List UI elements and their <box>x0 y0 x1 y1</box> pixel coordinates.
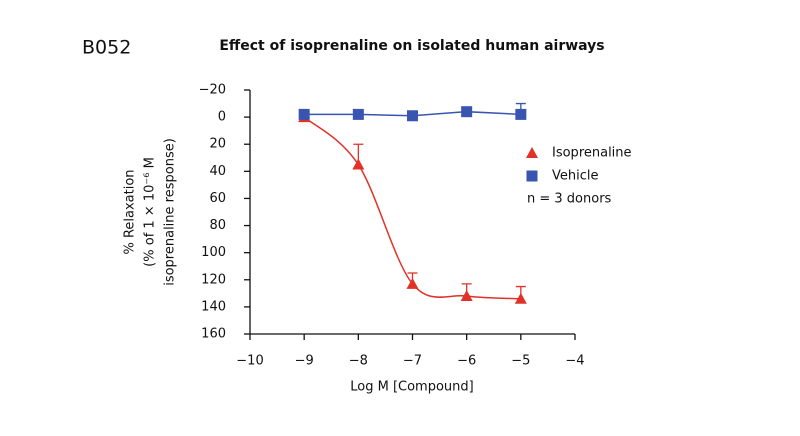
square-marker <box>515 108 527 120</box>
square-marker <box>407 110 418 122</box>
legend-marker <box>526 170 538 182</box>
legend-label: Vehicle <box>552 169 599 184</box>
x-axis-label: Log M [Compound] <box>350 380 473 395</box>
y-label-line: (% of 1 × 10⁻⁶ M <box>143 157 158 267</box>
x-tick-label: −6 <box>457 354 476 369</box>
y-tick-label: 0 <box>218 110 226 125</box>
y-label-line: isoprenaline response) <box>163 138 178 286</box>
x-tick-label: −4 <box>565 354 584 369</box>
y-tick-label: 100 <box>201 245 226 260</box>
y-tick-label: 80 <box>209 218 226 233</box>
triangle-marker <box>460 290 473 302</box>
series-line <box>303 116 521 300</box>
x-tick-label: −7 <box>403 354 422 369</box>
y-tick-label: −20 <box>199 83 226 98</box>
legend-marker <box>526 147 538 158</box>
panel-label: B052 <box>82 37 131 59</box>
x-tick-label: −5 <box>511 354 530 369</box>
square-marker <box>461 106 473 118</box>
square-marker <box>298 108 310 120</box>
y-tick-label: 160 <box>201 327 226 342</box>
triangle-marker <box>406 277 419 289</box>
x-tick-label: −10 <box>236 354 263 369</box>
y-tick-label: 120 <box>201 272 226 287</box>
legend-label: Isoprenaline <box>552 146 632 161</box>
chart-title: Effect of isoprenaline on isolated human… <box>219 38 604 54</box>
x-tick-label: −8 <box>349 354 368 369</box>
y-tick-label: 140 <box>201 299 226 314</box>
y-axis-label: % Relaxation (% of 1 × 10⁻⁶ M isoprenali… <box>123 138 178 286</box>
y-tick-label: 60 <box>209 191 226 206</box>
note: n = 3 donors <box>527 192 612 207</box>
triangle-marker <box>352 158 365 170</box>
y-tick-label: 20 <box>209 137 226 152</box>
y-label-line: % Relaxation <box>123 169 138 254</box>
x-tick-label: −9 <box>295 354 314 369</box>
square-marker <box>352 108 364 120</box>
y-tick-label: 40 <box>209 164 226 179</box>
triangle-marker <box>514 292 527 304</box>
